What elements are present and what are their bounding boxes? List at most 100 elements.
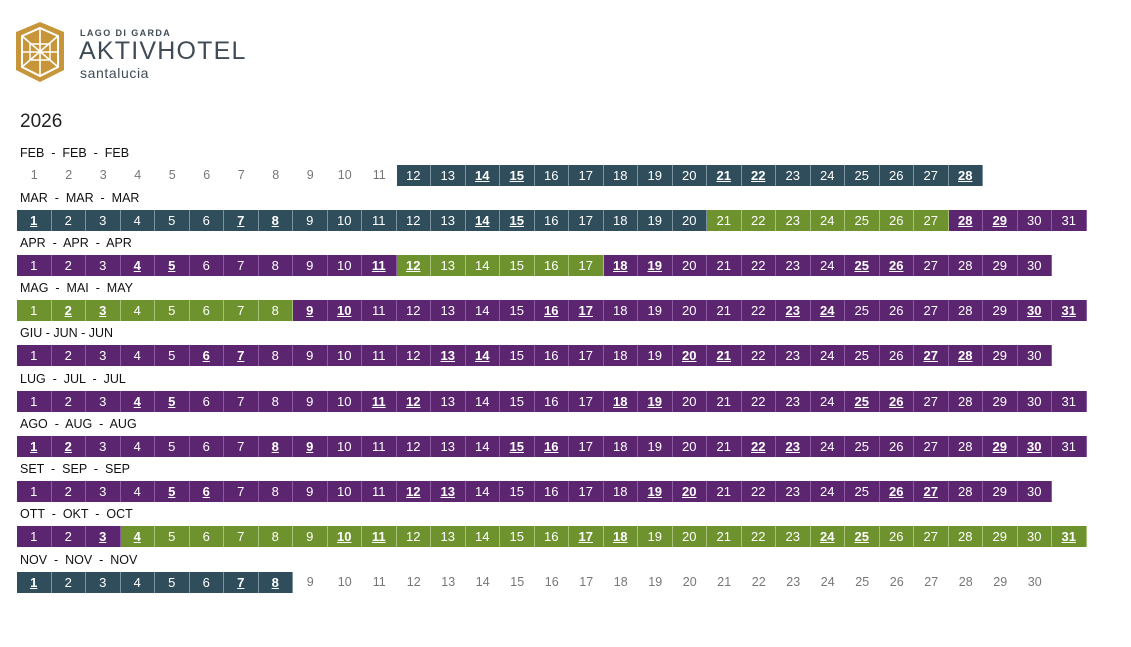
day-cell: 29: [983, 436, 1018, 457]
day-cell: 17: [569, 481, 604, 502]
day-cell: 21: [707, 210, 742, 231]
day-cell: 3: [86, 436, 121, 457]
day-cell: 4: [120, 572, 155, 593]
day-cell: 13: [431, 391, 466, 412]
day-cell: 18: [603, 165, 638, 186]
day-cell: 23: [776, 165, 811, 186]
day-cell: 26: [879, 210, 914, 231]
day-cell: 4: [120, 391, 155, 412]
day-cell: 26: [879, 300, 914, 321]
day-cell: 2: [51, 391, 86, 412]
day-cell: 3: [86, 255, 121, 276]
day-cell: 17: [569, 255, 604, 276]
day-cell: 25: [855, 575, 870, 589]
month-label: MAR - MAR - MAR: [20, 191, 140, 205]
day-cell: 29: [983, 255, 1018, 276]
day-cell: 1: [17, 255, 52, 276]
day-cell: 7: [224, 255, 259, 276]
day-cell: 10: [327, 526, 362, 547]
day-cell: 13: [431, 255, 466, 276]
day-cell: 28: [948, 345, 983, 366]
month-label: AGO - AUG - AUG: [20, 417, 137, 431]
day-cell: 10: [327, 391, 362, 412]
day-cell: 30: [1017, 436, 1052, 457]
day-cell: 15: [500, 255, 535, 276]
day-cell: 10: [327, 481, 362, 502]
day-cell: 8: [258, 526, 293, 547]
day-cell: 3: [86, 391, 121, 412]
day-cell: 30: [1017, 300, 1052, 321]
day-cell: 19: [638, 345, 673, 366]
day-cell: 9: [293, 436, 328, 457]
day-cell: 22: [741, 391, 776, 412]
day-cell: 18: [613, 575, 628, 589]
day-cell: 27: [914, 255, 949, 276]
day-cell: 20: [672, 526, 707, 547]
day-cell: 14: [465, 345, 500, 366]
day-cell: 11: [372, 168, 386, 182]
brand-name: AKTIVHOTEL: [79, 37, 247, 65]
day-cell: 23: [776, 481, 811, 502]
day-cell: 15: [500, 526, 535, 547]
day-cell: 26: [889, 575, 904, 589]
day-cell: 22: [751, 575, 766, 589]
day-cell: 17: [579, 575, 594, 589]
brand-tagline: LAGO DI GARDA: [80, 28, 172, 38]
day-cell: 31: [1052, 300, 1087, 321]
day-cell: 20: [672, 255, 707, 276]
day-cell: 23: [786, 575, 801, 589]
day-cell: 13: [431, 481, 466, 502]
day-cell: 8: [272, 168, 280, 182]
day-cell: 7: [224, 300, 259, 321]
day-cell: 14: [465, 165, 500, 186]
day-cell: 18: [603, 300, 638, 321]
day-cell: 5: [155, 572, 190, 593]
day-cell: 2: [51, 345, 86, 366]
day-cell: 3: [86, 300, 121, 321]
day-cell: 31: [1052, 210, 1087, 231]
day-cell: 7: [224, 345, 259, 366]
day-cell: 22: [741, 526, 776, 547]
day-cell: 24: [810, 391, 845, 412]
day-cell: 8: [258, 436, 293, 457]
day-cell: 4: [134, 168, 142, 182]
day-cell: 11: [362, 345, 397, 366]
day-cell: 14: [465, 436, 500, 457]
day-cell: 18: [603, 526, 638, 547]
day-cell: 19: [638, 210, 673, 231]
day-cell: 11: [362, 391, 397, 412]
day-cell: 28: [958, 575, 973, 589]
day-cell: 15: [500, 345, 535, 366]
day-cell: 21: [707, 391, 742, 412]
day-cell: 1: [17, 210, 52, 231]
day-cell: 17: [569, 345, 604, 366]
day-cell: 4: [120, 526, 155, 547]
brand-subname: santalucia: [80, 65, 150, 81]
day-cell: 14: [465, 300, 500, 321]
day-cell: 22: [741, 300, 776, 321]
day-cell: 10: [337, 575, 352, 589]
day-cell: 14: [465, 210, 500, 231]
day-cell: 16: [534, 391, 569, 412]
day-cell: 22: [741, 436, 776, 457]
day-cell: 2: [51, 210, 86, 231]
day-cell: 8: [258, 345, 293, 366]
day-cell: 9: [293, 255, 328, 276]
day-cell: 13: [431, 526, 466, 547]
day-cell: 8: [258, 481, 293, 502]
day-cell: 29: [983, 210, 1018, 231]
day-cell: 29: [983, 391, 1018, 412]
day-cell: 17: [569, 391, 604, 412]
day-cell: 6: [189, 345, 224, 366]
day-cell: 1: [17, 300, 52, 321]
day-cell: 31: [1052, 436, 1087, 457]
day-cell: 17: [569, 210, 604, 231]
day-cell: 25: [845, 436, 880, 457]
day-cell: 29: [983, 526, 1018, 547]
day-cell: 3: [86, 481, 121, 502]
day-cell: 24: [810, 255, 845, 276]
day-cell: 14: [465, 391, 500, 412]
day-cell: 16: [534, 345, 569, 366]
day-cell: 21: [707, 345, 742, 366]
day-cell: 30: [1017, 391, 1052, 412]
